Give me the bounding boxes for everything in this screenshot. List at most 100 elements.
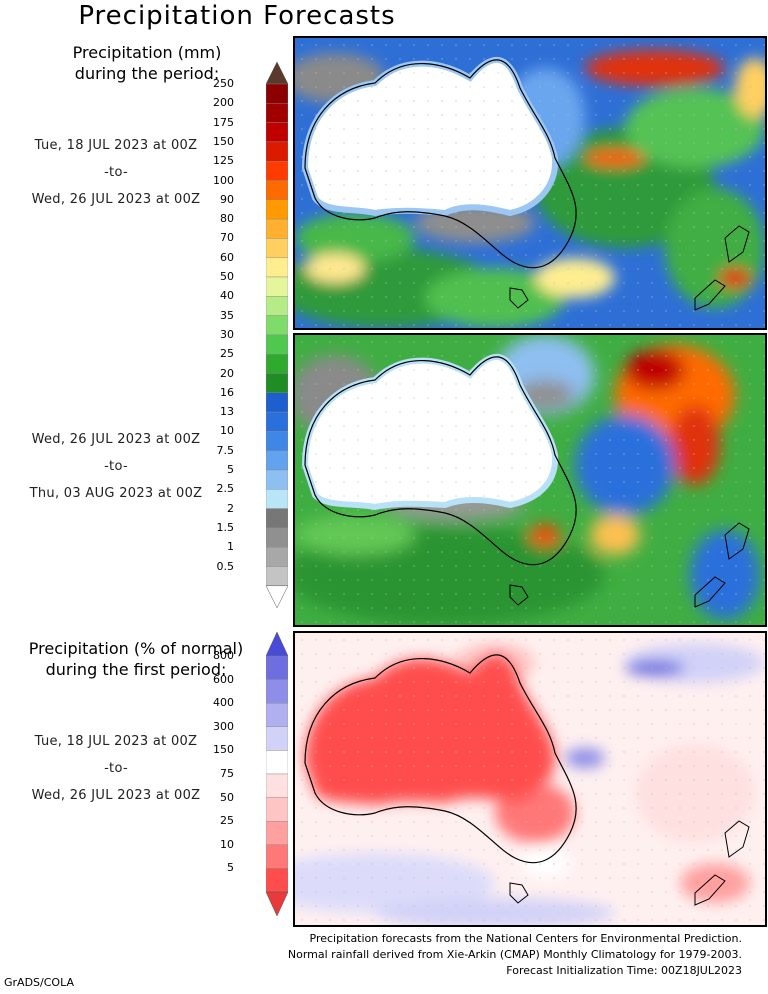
legend-mm-title: Precipitation (mm) during the period: [40,42,254,84]
colorbar-tick-label: 100 [213,173,234,187]
colorbar-swatch [266,103,288,123]
colorbar-tick-label: 5 [227,861,234,875]
legend-mm-title-line2: during the period: [74,64,220,83]
colorbar-swatch [266,566,288,586]
colorbar-tick-label: 25 [220,814,234,828]
colorbar-swatch [266,276,288,297]
colorbar-swatch [266,334,288,355]
period3-start: Tue, 18 JUL 2023 at 00Z [34,734,198,749]
colorbar-tick-label: 20 [220,366,234,380]
colorbar-swatch [266,797,288,822]
map-panel-percent-normal [293,631,767,927]
colorbar-swatch [266,702,288,727]
colorbar-swatch [266,199,288,220]
colorbar-swatch [266,655,288,680]
colorbar-swatch [266,820,288,845]
colorbar-swatch [266,773,288,798]
colorbar-tick-label: 200 [213,96,234,110]
colorbar-tick-label: 90 [220,192,234,206]
period3-sep: -to- [104,761,128,776]
colorbar-swatch [266,508,288,529]
legend-pct-title-line2: during the first period: [45,660,227,679]
period2-start: Wed, 26 JUL 2023 at 00Z [31,432,201,447]
colorbar-tick-label: 0.5 [216,559,235,573]
period1-end: Wed, 26 JUL 2023 at 00Z [31,192,201,207]
colorbar-top-arrow [266,632,288,657]
colorbar-tick-label: 13 [220,405,234,419]
colorbar-tick-label: 5 [227,463,234,476]
colorbar-tick-label: 40 [220,289,234,303]
colorbar-swatch [266,450,288,471]
period3-end: Wed, 26 JUL 2023 at 00Z [31,788,201,803]
colorbar-swatch [266,489,288,509]
colorbar-swatch [266,527,288,548]
colorbar-swatch [266,218,288,239]
colorbar-swatch [266,373,288,393]
colorbar-swatch [266,392,288,413]
page-title: Precipitation Forecasts [78,1,396,31]
colorbar-tick-label: 80 [220,212,234,226]
precip-percent-normal-map [295,633,765,925]
colorbar-swatch [266,726,288,751]
colorbar-swatch [266,469,288,490]
colorbar-tick-label: 10 [220,837,234,851]
colorbar-tick-label: 1 [227,540,234,554]
colorbar-tick-label: 800 [213,649,234,662]
colorbar-swatch [266,296,288,316]
colorbar-tick-label: 16 [220,385,234,399]
colorbar-tick-label: 250 [213,77,234,90]
colorbar-tick-label: 600 [213,672,234,686]
colorbar-tick-label: 125 [213,154,234,168]
colorbar-swatch [266,122,288,143]
colorbar-tick-label: 1.5 [216,520,235,534]
footer-notes: Precipitation forecasts from the Nationa… [288,931,742,979]
colorbar-swatch [266,180,288,200]
legend-mm-title-line1: Precipitation (mm) [72,43,222,62]
colorbar-tick-label: 7.5 [216,443,235,457]
colorbar-tick-label: 2 [227,501,234,515]
footer-line2: Normal rainfall derived from Xie-Arkin (… [287,948,742,961]
period2-sep: -to- [104,459,128,474]
colorbar-swatch [266,257,288,278]
map-panel-week1 [293,36,767,330]
colorbar-tick-label: 35 [220,308,234,322]
colorbar-tick-label: 25 [220,347,234,361]
colorbar-pct [266,632,288,916]
period1-start: Tue, 18 JUL 2023 at 00Z [34,138,198,153]
colorbar-swatch [266,354,288,374]
colorbar-swatch [266,411,288,432]
colorbar-swatch [266,868,288,893]
colorbar-tick-label: 10 [220,424,234,438]
colorbar-swatch [266,315,288,336]
footer-line3: Forecast Initialization Time: 00Z18JUL20… [506,964,742,977]
colorbar-tick-label: 60 [220,250,234,264]
colorbar-bottom-arrow [266,891,288,916]
period2-end: Thu, 03 AUG 2023 at 00Z [29,486,203,501]
legend-pct-title-line1: Precipitation (% of normal) [28,639,244,658]
period1-sep: -to- [104,165,128,180]
colorbar-tick-label: 150 [213,134,234,148]
colorbar-tick-label: 30 [220,327,234,341]
colorbar-pct-labels: 800 600 400 300 150 75 50 25 10 5 [200,0,234,994]
precip-map-week2 [295,335,765,625]
colorbar-tick-label: 75 [220,767,234,780]
footer-line1: Precipitation forecasts from the Nationa… [309,932,743,945]
colorbar-swatch [266,750,288,775]
colorbar-swatch [266,83,288,104]
colorbar-mm-labels: 250 200 175 150 125 100 90 80 70 60 50 40 35 30 25 20 16… [200,0,234,994]
colorbar-tick-label: 50 [220,270,234,283]
precip-map-week1 [295,38,765,328]
colorbar-swatch [266,141,288,162]
colorbar-tick-label: 300 [213,719,234,733]
colorbar-tick-label: 175 [213,115,234,129]
colorbar-tick-label: 2.5 [216,482,235,496]
colorbar-tick-label: 150 [213,743,234,757]
colorbar-bottom-arrow [266,585,288,608]
colorbar-tick-label: 70 [220,231,234,245]
colorbar-swatch [266,431,288,451]
colorbar-tick-label: 400 [213,696,234,710]
colorbar-swatch [266,844,288,869]
credit-label: GrADS/COLA [4,976,74,989]
colorbar-top-arrow [266,62,288,85]
colorbar-mm [266,62,288,608]
